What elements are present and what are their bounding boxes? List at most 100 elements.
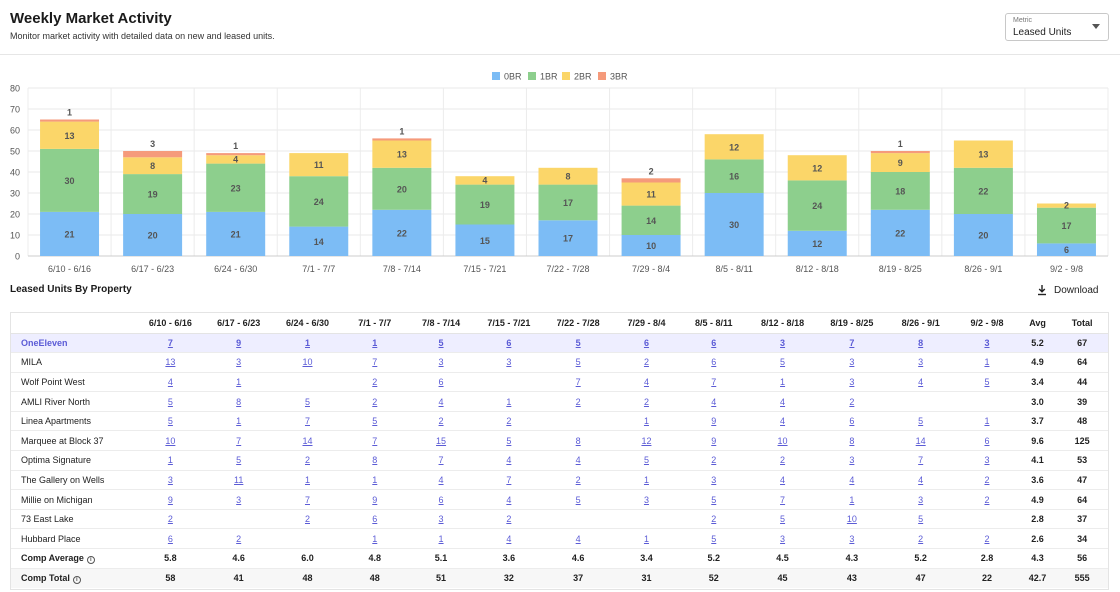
value-link[interactable]: 4 [575, 455, 581, 466]
value-link[interactable]: 7 [506, 474, 512, 485]
value-link[interactable]: 5 [984, 376, 990, 387]
value-link[interactable]: 3 [849, 376, 855, 387]
value-link[interactable]: 7 [780, 494, 786, 505]
value-link[interactable]: 8 [918, 337, 924, 348]
value-link[interactable]: 4 [918, 474, 924, 485]
value-link[interactable]: 7 [918, 455, 924, 466]
value-link[interactable]: 2 [304, 514, 310, 525]
value-link[interactable]: 2 [575, 396, 581, 407]
value-link[interactable]: 6 [438, 494, 444, 505]
value-link[interactable]: 5 [575, 494, 581, 505]
value-link[interactable]: 2 [918, 533, 924, 544]
value-link[interactable]: 14 [915, 435, 926, 446]
value-link[interactable]: 1 [849, 494, 855, 505]
value-link[interactable]: 4 [780, 416, 786, 427]
value-link[interactable]: 3 [236, 494, 242, 505]
value-link[interactable]: 6 [438, 376, 444, 387]
value-link[interactable]: 4 [506, 533, 512, 544]
value-link[interactable]: 2 [643, 396, 649, 407]
value-link[interactable]: 1 [372, 533, 378, 544]
value-link[interactable]: 5 [167, 416, 173, 427]
value-link[interactable]: 1 [236, 376, 242, 387]
value-link[interactable]: 1 [506, 396, 512, 407]
value-link[interactable]: 5 [575, 357, 581, 368]
value-link[interactable]: 5 [304, 396, 310, 407]
value-link[interactable]: 1 [372, 337, 378, 348]
value-link[interactable]: 1 [643, 416, 649, 427]
value-link[interactable]: 2 [711, 455, 717, 466]
value-link[interactable]: 2 [575, 474, 581, 485]
value-link[interactable]: 8 [575, 435, 581, 446]
value-link[interactable]: 4 [780, 474, 786, 485]
value-link[interactable]: 3 [984, 337, 990, 348]
value-link[interactable]: 7 [304, 416, 310, 427]
value-link[interactable]: 9 [711, 416, 717, 427]
value-link[interactable]: 4 [506, 494, 512, 505]
value-link[interactable]: 11 [234, 474, 244, 485]
value-link[interactable]: 2 [643, 357, 649, 368]
info-icon[interactable]: i [86, 555, 95, 564]
value-link[interactable]: 2 [372, 396, 378, 407]
value-link[interactable]: 6 [372, 514, 378, 525]
value-link[interactable]: 2 [711, 514, 717, 525]
value-link[interactable]: 7 [711, 376, 717, 387]
value-link[interactable]: 5 [167, 396, 173, 407]
value-link[interactable]: 6 [711, 357, 717, 368]
value-link[interactable]: 7 [236, 435, 242, 446]
value-link[interactable]: 3 [167, 474, 173, 485]
value-link[interactable]: 15 [436, 435, 447, 446]
value-link[interactable]: 5 [711, 494, 717, 505]
value-link[interactable]: 5 [918, 514, 924, 525]
value-link[interactable]: 3 [849, 455, 855, 466]
value-link[interactable]: 1 [167, 455, 173, 466]
value-link[interactable]: 1 [643, 474, 649, 485]
download-button[interactable]: Download [1036, 282, 1098, 298]
value-link[interactable]: 4 [780, 396, 786, 407]
value-link[interactable]: 2 [984, 474, 990, 485]
value-link[interactable]: 1 [780, 376, 786, 387]
value-link[interactable]: 9 [711, 435, 717, 446]
value-link[interactable]: 4 [438, 396, 444, 407]
value-link[interactable]: 7 [167, 337, 173, 348]
metric-select[interactable]: Metric Leased Units [1005, 13, 1109, 41]
value-link[interactable]: 4 [575, 533, 581, 544]
value-link[interactable]: 6 [167, 533, 173, 544]
value-link[interactable]: 7 [438, 455, 444, 466]
value-link[interactable]: 3 [236, 357, 242, 368]
value-link[interactable]: 7 [304, 494, 310, 505]
value-link[interactable]: 14 [302, 435, 313, 446]
value-link[interactable]: 1 [236, 416, 242, 427]
value-link[interactable]: 3 [984, 455, 990, 466]
value-link[interactable]: 5 [438, 337, 444, 348]
value-link[interactable]: 5 [918, 416, 924, 427]
value-link[interactable]: 4 [643, 376, 649, 387]
value-link[interactable]: 2 [304, 455, 310, 466]
value-link[interactable]: 5 [780, 514, 786, 525]
value-link[interactable]: 1 [643, 533, 649, 544]
value-link[interactable]: 4 [506, 455, 512, 466]
value-link[interactable]: 3 [849, 533, 855, 544]
value-link[interactable]: 8 [849, 435, 855, 446]
value-link[interactable]: 4 [167, 376, 173, 387]
value-link[interactable]: 5 [372, 416, 378, 427]
info-icon[interactable]: i [72, 575, 81, 584]
value-link[interactable]: 2 [780, 455, 786, 466]
value-link[interactable]: 1 [984, 416, 990, 427]
value-link[interactable]: 7 [849, 337, 855, 348]
value-link[interactable]: 6 [643, 337, 649, 348]
value-link[interactable]: 2 [506, 416, 512, 427]
value-link[interactable]: 5 [780, 357, 786, 368]
value-link[interactable]: 2 [984, 494, 990, 505]
value-link[interactable]: 3 [780, 533, 786, 544]
value-link[interactable]: 3 [849, 357, 855, 368]
value-link[interactable]: 5 [236, 455, 242, 466]
value-link[interactable]: 5 [711, 533, 717, 544]
value-link[interactable]: 9 [167, 494, 173, 505]
value-link[interactable]: 10 [165, 435, 176, 446]
value-link[interactable]: 6 [984, 435, 990, 446]
value-link[interactable]: 12 [641, 435, 652, 446]
value-link[interactable]: 2 [438, 416, 444, 427]
value-link[interactable]: 3 [918, 494, 924, 505]
value-link[interactable]: 10 [777, 435, 788, 446]
value-link[interactable]: 6 [849, 416, 855, 427]
